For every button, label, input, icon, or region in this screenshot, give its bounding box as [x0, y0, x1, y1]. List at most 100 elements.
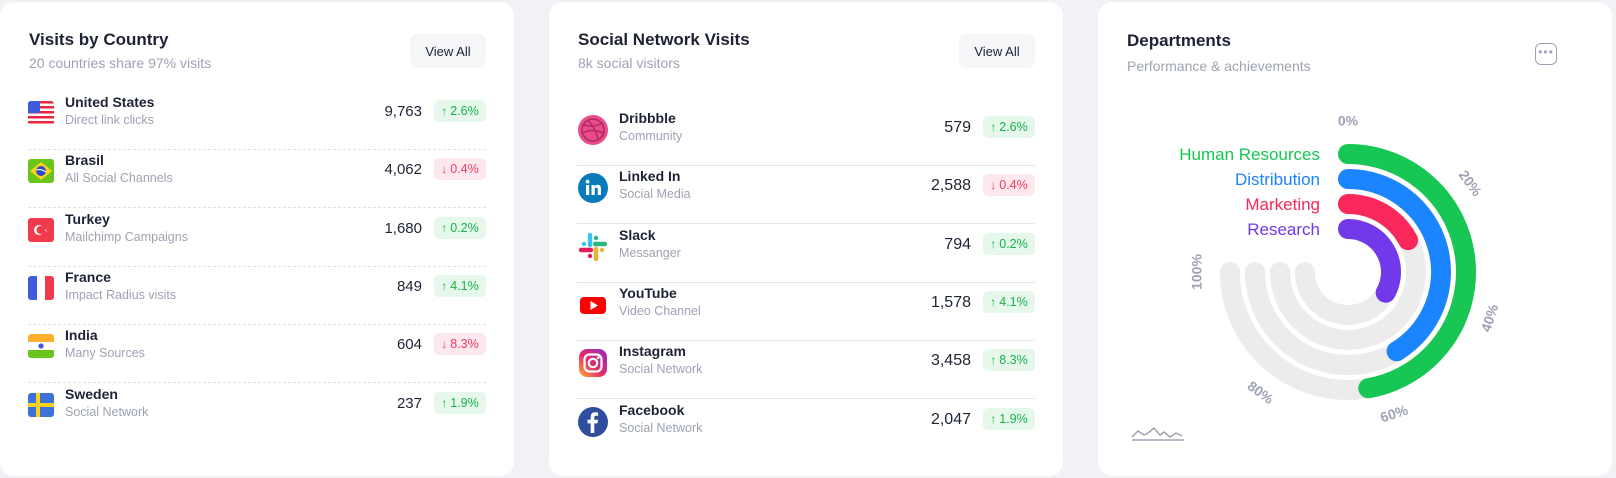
list-item[interactable]: Slack Messanger 794 ↑ 0.2%	[577, 223, 1035, 283]
trend-value: 0.2%	[450, 220, 479, 235]
list-item[interactable]: Instagram Social Network 3,458 ↑ 8.3%	[577, 339, 1035, 400]
trend-badge: ↑ 0.2%	[983, 232, 1035, 255]
tick-label: 60%	[1378, 401, 1410, 425]
item-name[interactable]: Instagram	[619, 343, 686, 360]
trend-badge: ↑ 2.6%	[434, 100, 486, 122]
item-description: Social Network	[619, 420, 703, 435]
youtube-icon	[577, 289, 609, 321]
arrow-up-icon: ↑	[441, 395, 448, 410]
tick-label: 0%	[1338, 113, 1359, 129]
trend-value: 2.6%	[999, 120, 1028, 134]
list-item[interactable]: YouTube Video Channel 1,578 ↑ 4.1%	[577, 281, 1035, 341]
view-all-button[interactable]: View All	[959, 34, 1035, 68]
list-item[interactable]: United States Direct link clicks 9,763 ↑ 2.6…	[28, 90, 486, 150]
arrow-down-icon: ↓	[441, 337, 448, 352]
item-count: 237	[396, 394, 422, 412]
series-label: Marketing	[1245, 195, 1320, 214]
item-count: 2,588	[930, 177, 971, 195]
series-label: Research	[1247, 220, 1320, 239]
radial-bar-chart: Human Resources Distribution Marketing Rese…	[1179, 113, 1501, 426]
tick-label: 20%	[1456, 167, 1486, 200]
arrow-up-icon: ↑	[441, 104, 448, 118]
list-item[interactable]: Sweden Social Network 237 ↑ 1.9%	[28, 382, 486, 442]
india-flag-icon	[28, 333, 54, 359]
radial-bar-distribution[interactable]	[1338, 169, 1451, 362]
arrow-up-icon: ↑	[990, 120, 997, 134]
facebook-icon	[577, 406, 609, 438]
trend-badge: ↑ 4.1%	[983, 290, 1035, 313]
trend-badge: ↑ 2.6%	[983, 116, 1035, 138]
chart-wave-icon	[1131, 427, 1184, 441]
list-item[interactable]: Linked In Social Media 2,588 ↓ 0.4%	[577, 164, 1035, 225]
item-name[interactable]: France	[65, 268, 111, 285]
item-name[interactable]: YouTube	[619, 284, 677, 301]
item-count: 604	[396, 336, 422, 354]
card-subtitle: 20 countries share 97% visits	[29, 55, 212, 71]
view-all-button[interactable]: View All	[410, 34, 486, 68]
item-description: Mailchimp Campaigns	[65, 229, 188, 244]
item-description: Direct link clicks	[65, 113, 154, 127]
arrow-up-icon: ↑	[990, 353, 997, 368]
arrow-down-icon: ↓	[441, 162, 448, 177]
item-description: Social Network	[65, 404, 149, 419]
trend-value: 8.3%	[999, 353, 1028, 368]
trend-value: 0.2%	[999, 236, 1028, 251]
item-description: Messanger	[619, 245, 681, 260]
trend-badge: ↑ 1.9%	[434, 391, 486, 414]
list-item[interactable]: Brasil All Social Channels 4,062 ↓ 0.4%	[28, 148, 486, 209]
trend-badge: ↓ 8.3%	[434, 333, 486, 356]
trend-badge: ↑ 1.9%	[983, 407, 1035, 430]
trend-badge: ↓ 0.4%	[434, 158, 486, 181]
radial-bar-research[interactable]	[1338, 219, 1401, 303]
arrow-up-icon: ↑	[990, 236, 997, 251]
tick-label: 40%	[1477, 302, 1501, 334]
item-name[interactable]: Facebook	[619, 401, 685, 418]
brazil-flag-icon	[28, 158, 54, 184]
arrow-down-icon: ↓	[990, 178, 997, 193]
item-description: Social Network	[619, 362, 703, 377]
departments-card: Departments Performance & achievements •…	[1098, 2, 1612, 476]
sweden-flag-icon	[28, 392, 54, 418]
card-title: Social Network Visits	[578, 30, 750, 49]
turkey-flag-icon	[28, 217, 54, 243]
arrow-up-icon: ↑	[441, 278, 448, 293]
list-item[interactable]: Facebook Social Network 2,047 ↑ 1.9%	[577, 398, 1035, 458]
item-name[interactable]: Turkey	[65, 210, 110, 227]
linkedin-icon	[577, 172, 609, 204]
list-item[interactable]: France Impact Radius visits 849 ↑ 4.1%	[28, 265, 486, 325]
instagram-icon	[577, 347, 609, 379]
item-description: Social Media	[619, 187, 691, 202]
trend-value: 8.3%	[450, 337, 479, 352]
item-name[interactable]: Linked In	[619, 168, 681, 185]
trend-value: 4.1%	[450, 278, 479, 293]
card-subtitle: Performance & achievements	[1127, 58, 1311, 74]
list-item[interactable]: Turkey Mailchimp Campaigns 1,680 ↑ 0.2%	[28, 207, 486, 267]
arrow-up-icon: ↑	[441, 220, 448, 235]
tick-label: 100%	[1189, 254, 1205, 290]
item-count: 3,458	[930, 352, 971, 370]
item-name[interactable]: Dribbble	[619, 110, 676, 126]
list-item[interactable]: Dribbble Community 579 ↑ 2.6%	[577, 106, 1035, 166]
trend-value: 2.6%	[450, 104, 479, 118]
item-count: 794	[944, 235, 971, 253]
radial-bar-human-resources[interactable]	[1338, 144, 1476, 399]
tick-label: 80%	[1245, 378, 1278, 408]
item-description: Video Channel	[619, 303, 701, 318]
trend-value: 1.9%	[999, 411, 1028, 426]
item-description: Community	[619, 129, 683, 143]
list-item[interactable]: India Many Sources 604 ↓ 8.3%	[28, 323, 486, 384]
card-title: Departments	[1127, 31, 1231, 50]
item-name[interactable]: Slack	[619, 226, 656, 243]
item-name[interactable]: Sweden	[65, 385, 118, 402]
series-label: Human Resources	[1179, 145, 1320, 164]
social-network-visits-card: Social Network Visits 8k social visitors…	[549, 2, 1063, 476]
item-name[interactable]: Brasil	[65, 152, 104, 169]
item-name[interactable]: India	[65, 327, 98, 344]
item-description: Many Sources	[65, 346, 145, 361]
trend-badge: ↓ 0.4%	[983, 174, 1035, 197]
more-horizontal-icon[interactable]: •••	[1535, 43, 1557, 65]
series-label: Distribution	[1235, 170, 1320, 189]
slack-icon	[577, 231, 609, 263]
radial-bar-marketing[interactable]	[1338, 194, 1419, 251]
item-name[interactable]: United States	[65, 94, 155, 110]
